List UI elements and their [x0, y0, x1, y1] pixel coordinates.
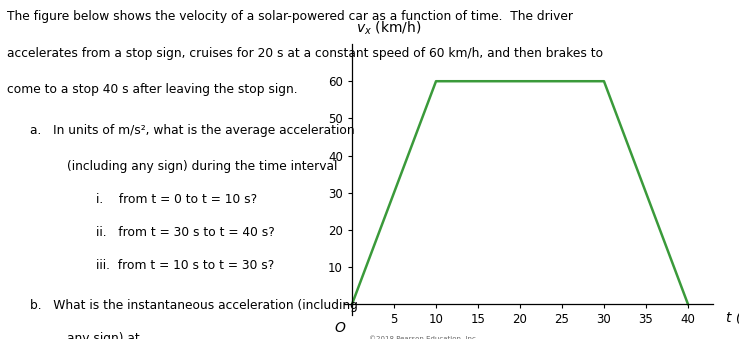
Text: The figure below shows the velocity of a solar-powered car as a function of time: The figure below shows the velocity of a… — [7, 10, 573, 23]
Text: come to a stop 40 s after leaving the stop sign.: come to a stop 40 s after leaving the st… — [7, 83, 298, 96]
Text: accelerates from a stop sign, cruises for 20 s at a constant speed of 60 km/h, a: accelerates from a stop sign, cruises fo… — [7, 47, 604, 60]
Text: a.   In units of m/s², what is the average acceleration: a. In units of m/s², what is the average… — [30, 124, 354, 137]
Text: i.    from t = 0 to t = 10 s?: i. from t = 0 to t = 10 s? — [96, 193, 257, 206]
Text: ii.   from t = 30 s to t = 40 s?: ii. from t = 30 s to t = 40 s? — [96, 226, 275, 239]
Text: iii.  from t = 10 s to t = 30 s?: iii. from t = 10 s to t = 30 s? — [96, 259, 274, 272]
Text: (including any sign) during the time interval: (including any sign) during the time int… — [67, 160, 337, 173]
Text: t (s): t (s) — [726, 310, 739, 324]
Text: $v_x$ (km/h): $v_x$ (km/h) — [356, 19, 422, 37]
Text: b.   What is the instantaneous acceleration (including: b. What is the instantaneous acceleratio… — [30, 299, 358, 313]
Text: O: O — [335, 321, 345, 335]
Text: ©2018 Pearson Education, Inc.: ©2018 Pearson Education, Inc. — [369, 336, 478, 339]
Text: any sign) at: any sign) at — [67, 332, 139, 339]
